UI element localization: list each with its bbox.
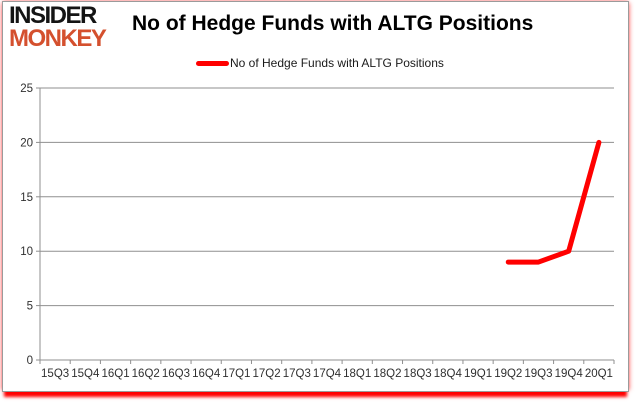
ytick-label-10: 10 <box>20 246 33 258</box>
logo-text-monkey: MONKEY <box>9 24 107 52</box>
xtick-label-15Q4: 15Q4 <box>71 368 100 380</box>
ytick-label-5: 5 <box>27 301 33 313</box>
legend-label: No of Hedge Funds with ALTG Positions <box>230 56 444 70</box>
xtick-label-19Q3: 19Q3 <box>524 368 552 380</box>
ytick-label-20: 20 <box>20 137 33 149</box>
chart-title: No of Hedge Funds with ALTG Positions <box>132 12 534 35</box>
xtick-label-16Q2: 16Q2 <box>132 368 160 380</box>
logo-text-insider: INSIDER <box>9 2 97 29</box>
legend-line-swatch <box>196 60 229 66</box>
xtick-label-17Q4: 17Q4 <box>313 368 342 380</box>
ytick-label-0: 0 <box>27 355 33 367</box>
xtick-label-15Q3: 15Q3 <box>41 368 69 380</box>
xtick-label-16Q4: 16Q4 <box>192 368 221 380</box>
legend: No of Hedge Funds with ALTG Positions <box>196 56 444 70</box>
xtick-label-17Q3: 17Q3 <box>283 368 311 380</box>
xtick-label-18Q1: 18Q1 <box>343 368 371 380</box>
ytick-label-25: 25 <box>20 83 33 95</box>
ytick-label-15: 15 <box>20 192 33 204</box>
xtick-label-16Q1: 16Q1 <box>101 368 129 380</box>
insider-monkey-logo: INSIDER MONKEY <box>9 2 107 52</box>
xtick-label-20Q1: 20Q1 <box>585 368 613 380</box>
xtick-label-17Q1: 17Q1 <box>222 368 250 380</box>
xtick-label-18Q3: 18Q3 <box>404 368 432 380</box>
xtick-label-19Q1: 19Q1 <box>464 368 492 380</box>
xtick-label-19Q4: 19Q4 <box>555 368 584 380</box>
xtick-label-18Q4: 18Q4 <box>434 368 463 380</box>
xtick-label-18Q2: 18Q2 <box>373 368 401 380</box>
xtick-label-16Q3: 16Q3 <box>162 368 190 380</box>
xtick-label-17Q2: 17Q2 <box>253 368 281 380</box>
series-line-0 <box>505 139 602 265</box>
xtick-label-19Q2: 19Q2 <box>494 368 522 380</box>
